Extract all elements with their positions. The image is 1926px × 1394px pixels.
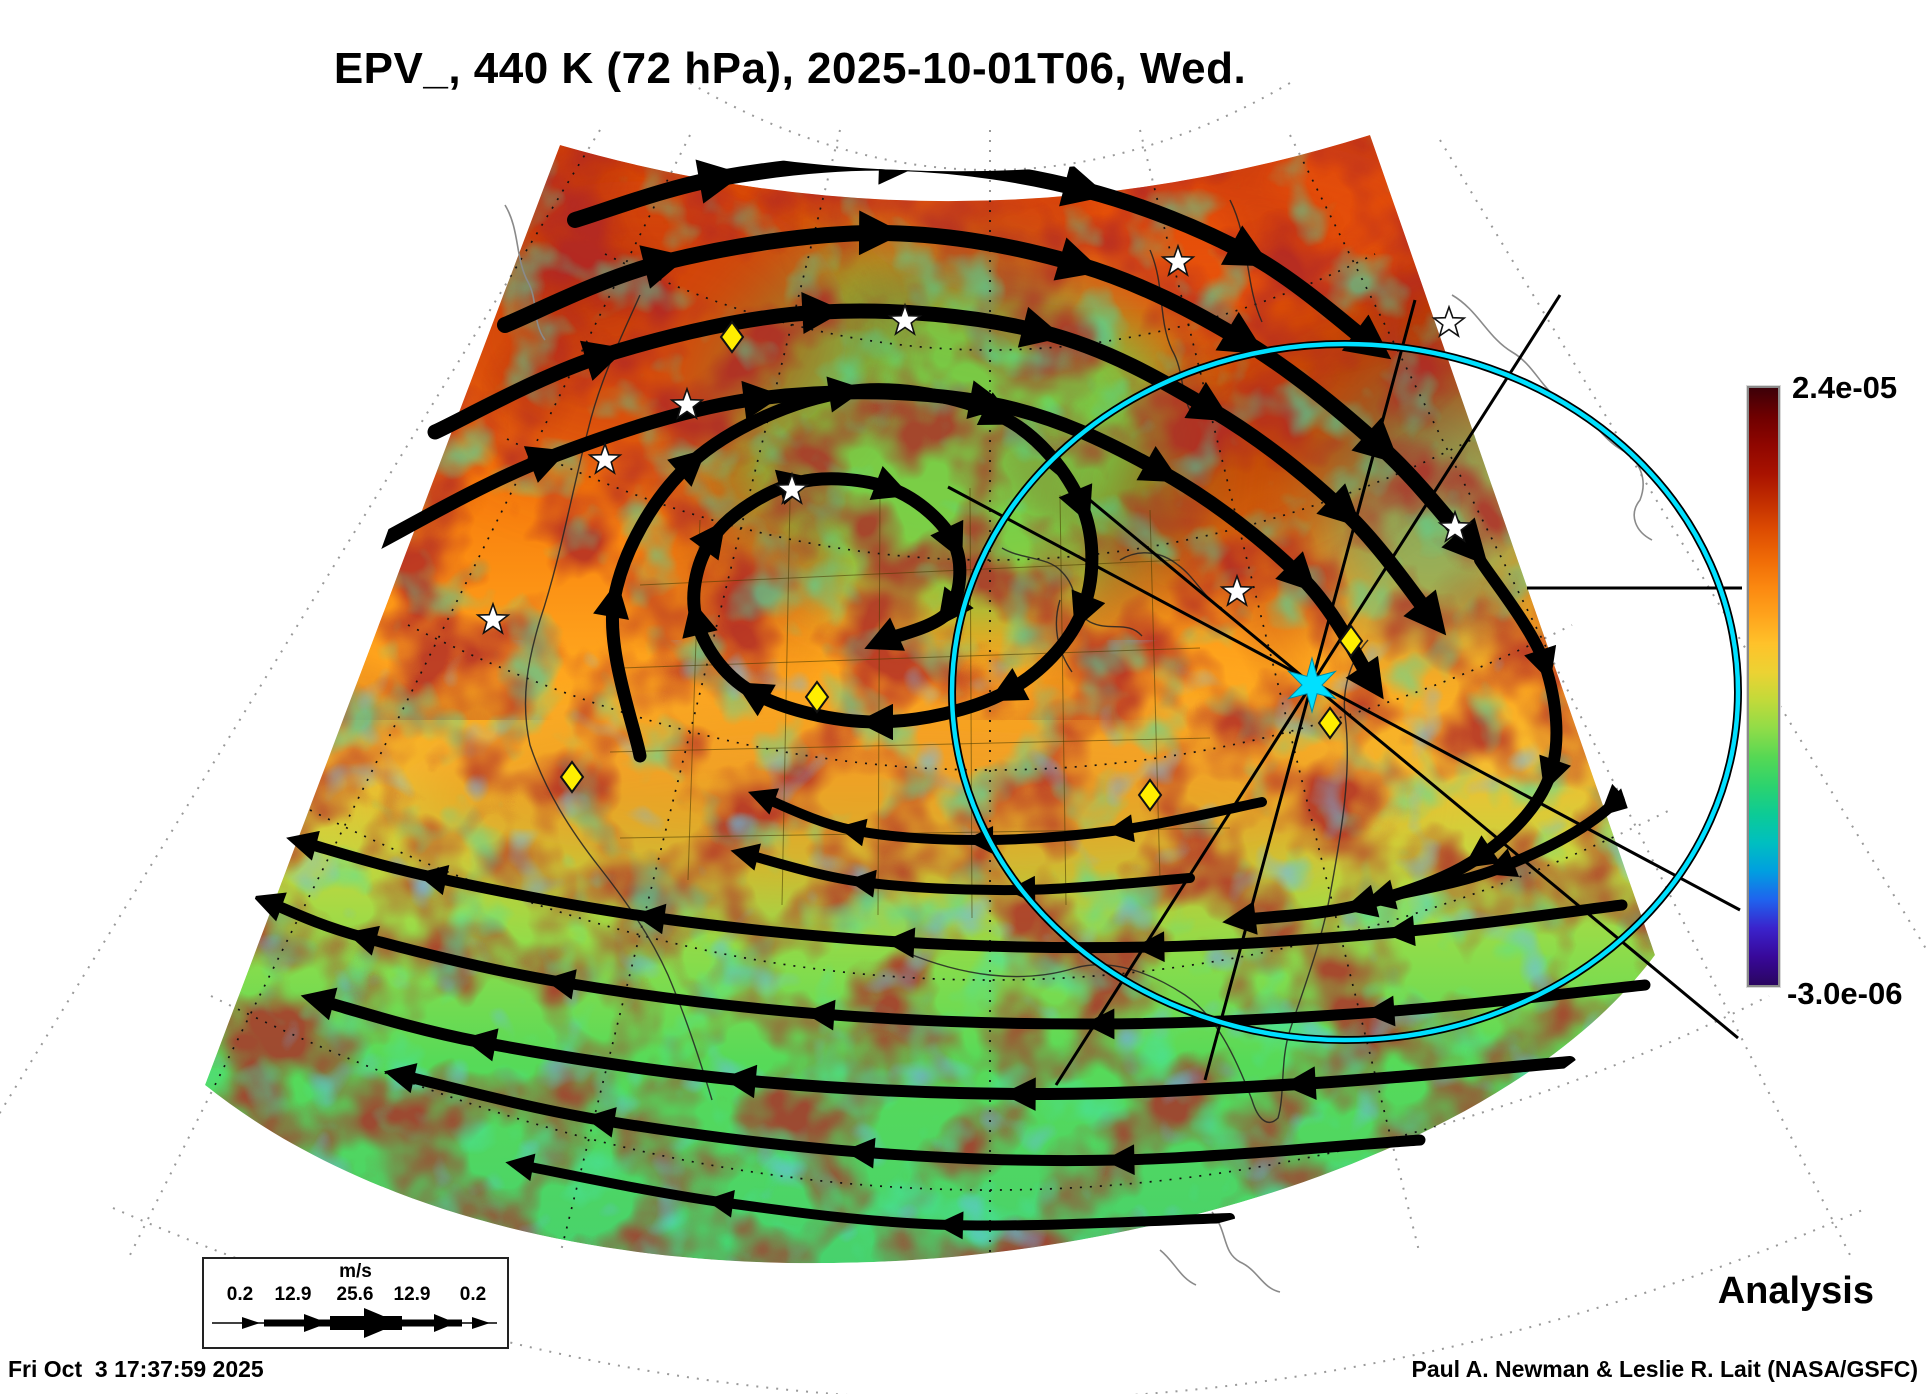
white-star-marker [669, 386, 705, 420]
yellow-diamond-marker [1137, 778, 1163, 812]
wind-streamlines [252, 133, 1678, 1240]
barb-arrow-small-right [472, 1317, 490, 1329]
epv-field [205, 135, 1655, 1264]
wind-legend-units: m/s [339, 1261, 372, 1282]
white-star-marker [774, 471, 810, 505]
wind-tick-3: 12.9 [393, 1284, 431, 1305]
barb-arrow-med-right [434, 1314, 456, 1332]
white-star-marker [475, 601, 511, 635]
wind-tick-2: 25.6 [336, 1284, 374, 1305]
page-title: EPV_, 440 K (72 hPa), 2025-10-01T06, Wed… [333, 44, 1247, 93]
wind-tick-1: 12.9 [274, 1284, 312, 1305]
white-star-marker [1431, 304, 1467, 338]
yellow-diamond-marker [1317, 706, 1343, 740]
wind-speed-legend: m/s 0.2 12.9 25.6 12.9 0.2 [202, 1257, 509, 1349]
yellow-diamond-marker [1338, 624, 1364, 658]
white-star-marker [1437, 509, 1473, 543]
white-star-marker [1219, 573, 1255, 607]
wind-tick-0: 0.2 [226, 1284, 254, 1305]
analysis-label: Analysis [1717, 1270, 1874, 1312]
yellow-diamond-marker [719, 320, 745, 354]
white-star-marker [887, 302, 923, 336]
white-star-marker [1160, 243, 1196, 277]
yellow-diamond-marker [804, 680, 830, 714]
colorbar [1747, 386, 1780, 987]
wind-tick-4: 0.2 [459, 1284, 487, 1305]
colorbar-min-label: -3.0e-06 [1787, 976, 1903, 1011]
range-circle [948, 340, 1742, 1044]
barb-arrow-small-left [242, 1317, 260, 1329]
credit: Paul A. Newman & Leslie R. Lait (NASA/GS… [1411, 1356, 1918, 1382]
wind-barb-scale [212, 1308, 497, 1338]
colorbar-max-label: 2.4e-05 [1792, 370, 1898, 405]
barb-arrow-med-left [304, 1314, 328, 1332]
barb-arrow-large-center [364, 1308, 400, 1338]
timestamp: Fri Oct 3 17:37:59 2025 [8, 1356, 264, 1382]
cyan-star-marker [1286, 656, 1338, 714]
coastlines-outside [504, 204, 1653, 1293]
yellow-diamond-marker [559, 760, 585, 794]
blue-specks [205, 640, 1655, 1264]
site-markers [475, 243, 1473, 812]
white-star-marker [587, 441, 623, 475]
